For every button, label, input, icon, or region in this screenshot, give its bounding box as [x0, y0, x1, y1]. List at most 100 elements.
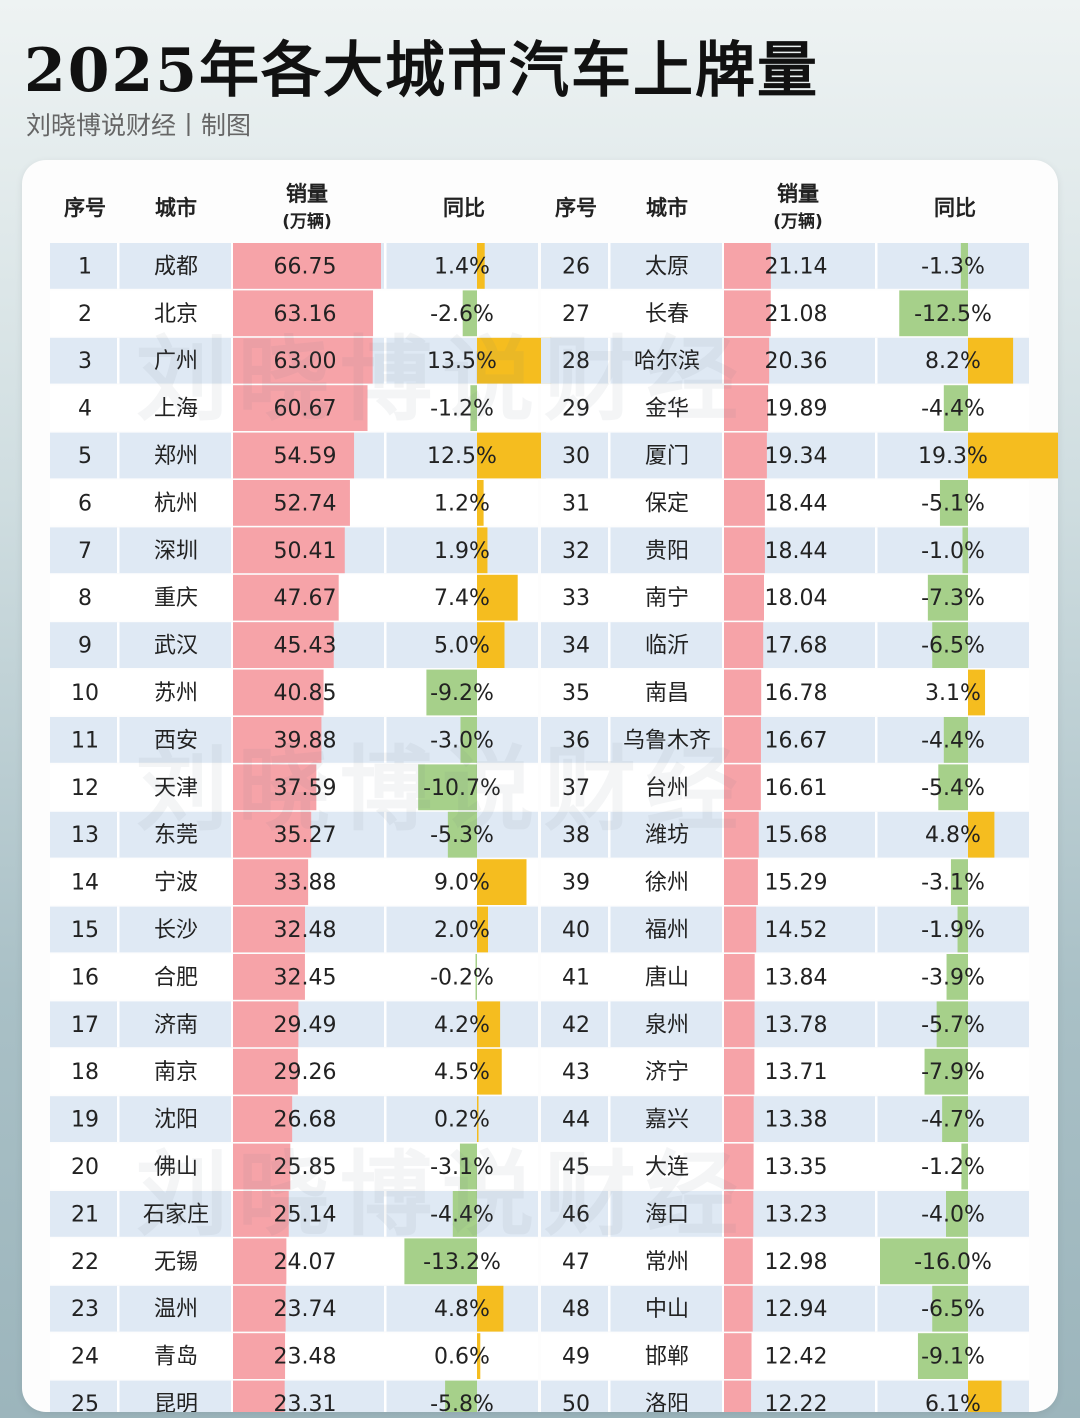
rank-label: 2 — [78, 302, 92, 327]
rank-label: 42 — [562, 1013, 590, 1038]
yoy-bar-positive — [477, 1333, 481, 1379]
sales-value-label: 45.43 — [274, 634, 337, 659]
rank-label: 4 — [78, 397, 92, 422]
cell-divider — [875, 480, 878, 526]
cell-divider — [231, 764, 234, 811]
table-row-bg — [541, 1143, 1029, 1190]
sales-value-label: 12.94 — [765, 1297, 828, 1322]
yoy-bar-positive — [477, 337, 552, 384]
yoy-value-label: -3.0% — [430, 728, 494, 753]
sales-bar — [233, 432, 355, 479]
cell-divider — [722, 811, 725, 858]
cell-divider — [231, 243, 234, 289]
cell-divider — [608, 432, 611, 479]
cell-divider — [117, 480, 120, 526]
cell-divider — [608, 480, 611, 526]
table-row-bg — [50, 1285, 538, 1332]
city-label: 福州 — [645, 918, 689, 943]
cell-divider — [875, 1191, 878, 1237]
yoy-value-label: 19.3% — [918, 444, 988, 469]
sales-value-label: 29.49 — [274, 1013, 337, 1038]
cell-divider — [384, 1143, 387, 1190]
yoy-value-label: -9.1% — [921, 1345, 985, 1370]
yoy-bar-positive — [968, 669, 986, 716]
yoy-bar-negative — [932, 622, 968, 668]
rank-label: 31 — [562, 491, 590, 516]
city-label: 济宁 — [645, 1060, 689, 1085]
yoy-value-label: -4.7% — [921, 1108, 985, 1133]
yoy-value-label: 13.5% — [427, 349, 497, 374]
cell-divider — [384, 1191, 387, 1237]
page-title: 2025年各大城市汽车上牌量 — [24, 36, 819, 106]
rank-label: 33 — [562, 586, 590, 611]
rank-label: 9 — [78, 634, 92, 659]
rank-label: 21 — [71, 1202, 99, 1227]
sales-value-label: 16.61 — [765, 776, 828, 801]
cell-divider — [875, 1238, 878, 1285]
cell-divider — [722, 337, 725, 384]
yoy-value-label: 7.4% — [434, 586, 490, 611]
sales-value-label: 16.67 — [765, 728, 828, 753]
sales-bar — [724, 906, 757, 953]
rank-label: 19 — [71, 1108, 99, 1133]
cell-divider — [231, 385, 234, 431]
yoy-bar-positive — [968, 337, 1014, 384]
city-label: 温州 — [154, 1297, 198, 1322]
sales-bar — [233, 622, 334, 668]
sales-value-label: 12.22 — [765, 1392, 828, 1412]
yoy-value-label: -1.2% — [430, 397, 494, 422]
city-label: 郑州 — [154, 444, 198, 469]
cell-divider — [231, 337, 234, 384]
yoy-value-label: -1.3% — [921, 254, 985, 279]
cell-divider — [384, 243, 387, 289]
city-label: 贵阳 — [645, 539, 689, 564]
cell-divider — [875, 243, 878, 289]
yoy-value-label: -5.7% — [921, 1013, 985, 1038]
sales-value-label: 25.14 — [274, 1202, 337, 1227]
rank-label: 8 — [78, 586, 92, 611]
city-label: 青岛 — [154, 1345, 198, 1370]
yoy-bar-negative — [460, 717, 477, 763]
yoy-bar-negative — [961, 1143, 968, 1190]
city-label: 台州 — [645, 776, 689, 801]
yoy-value-label: -3.1% — [430, 1155, 494, 1180]
sales-value-label: 23.31 — [274, 1392, 337, 1412]
yoy-value-label: 1.4% — [434, 254, 490, 279]
city-label: 嘉兴 — [645, 1108, 689, 1133]
cell-divider — [875, 1001, 878, 1048]
header-rank: 序号 — [64, 196, 106, 220]
yoy-bar-positive — [968, 1380, 1002, 1412]
cell-divider — [608, 1333, 611, 1379]
cell-divider — [722, 1285, 725, 1332]
yoy-bar-negative — [936, 1001, 968, 1048]
cell-divider — [231, 1048, 234, 1095]
sales-bar — [233, 385, 368, 431]
rank-label: 34 — [562, 634, 590, 659]
sales-value-label: 63.00 — [274, 349, 337, 374]
yoy-bar-negative — [960, 243, 968, 289]
rank-label: 35 — [562, 681, 590, 706]
table-row-bg — [50, 1333, 538, 1379]
table-card: 序号 城市 销量 (万辆) 同比 序号 城市 销量 (万辆) 同比 1 成都 66.75 1.4% 2 北京 6… — [22, 160, 1058, 1412]
city-label: 东莞 — [154, 823, 198, 848]
sales-bar — [233, 1380, 285, 1412]
city-label: 昆明 — [154, 1392, 198, 1412]
cell-divider — [608, 717, 611, 763]
rank-label: 7 — [78, 539, 92, 564]
cell-divider — [722, 859, 725, 905]
cell-divider — [231, 669, 234, 716]
cell-divider — [384, 290, 387, 337]
city-label: 泉州 — [645, 1013, 689, 1038]
yoy-value-label: -13.2% — [423, 1250, 501, 1275]
cell-divider — [608, 1238, 611, 1285]
yoy-value-label: 1.2% — [434, 491, 490, 516]
cell-divider — [231, 432, 234, 479]
header-yoy: 同比 — [934, 196, 976, 220]
rank-label: 46 — [562, 1202, 590, 1227]
cell-divider — [722, 480, 725, 526]
cell-divider — [384, 1001, 387, 1048]
yoy-value-label: 1.9% — [434, 539, 490, 564]
yoy-value-label: -9.2% — [430, 681, 494, 706]
rank-label: 1 — [78, 254, 92, 279]
table-row-bg — [50, 1096, 538, 1142]
